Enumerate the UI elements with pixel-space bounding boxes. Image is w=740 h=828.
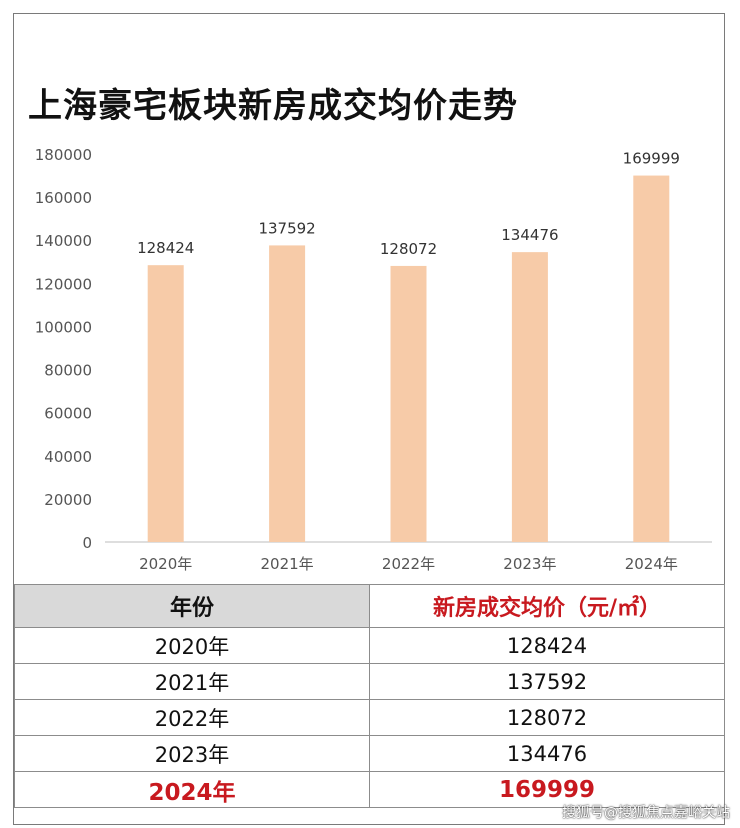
cell-price: 169999 — [369, 771, 725, 808]
cell-price: 128424 — [369, 627, 725, 664]
data-label: 128424 — [137, 239, 194, 257]
bar-chart: 0 20000 40000 60000 80000 100000 120000 140000 1… — [35, 146, 712, 573]
x-tick-label: 2023年 — [503, 555, 556, 573]
y-tick-label: 180000 — [35, 146, 92, 164]
cell-year: 2023年 — [14, 735, 370, 772]
table-row: 2023年 134476 — [14, 735, 725, 772]
x-tick-label: 2024年 — [625, 555, 678, 573]
data-table: 年份 新房成交均价（元/㎡） 2020年 128424 2021年 137592… — [14, 584, 725, 808]
data-label: 128072 — [380, 240, 437, 258]
cell-year: 2020年 — [14, 627, 370, 664]
table-row: 2021年 137592 — [14, 663, 725, 700]
bar — [147, 265, 184, 542]
y-tick-label: 100000 — [35, 318, 92, 336]
header-price: 新房成交均价（元/㎡） — [369, 584, 725, 628]
table-header-row: 年份 新房成交均价（元/㎡） — [14, 584, 725, 628]
y-tick-label: 120000 — [35, 275, 92, 293]
table-row-highlight: 2024年 169999 — [14, 771, 725, 808]
header-year: 年份 — [14, 584, 370, 628]
y-tick-label: 40000 — [44, 448, 92, 466]
x-tick-label: 2021年 — [261, 555, 314, 573]
data-label: 137592 — [258, 219, 315, 237]
bar — [269, 245, 306, 543]
y-tick-label: 0 — [82, 534, 92, 552]
cell-year: 2022年 — [14, 699, 370, 736]
cell-price: 128072 — [369, 699, 725, 736]
x-tick-label: 2022年 — [382, 555, 435, 573]
y-tick-label: 20000 — [44, 491, 92, 509]
cell-year: 2021年 — [14, 663, 370, 700]
chart-title: 上海豪宅板块新房成交均价走势 — [28, 86, 518, 126]
y-tick-label: 80000 — [44, 362, 92, 380]
bar — [511, 252, 548, 542]
table-row: 2022年 128072 — [14, 699, 725, 736]
bar — [633, 175, 670, 542]
bar — [390, 265, 427, 542]
cell-price: 137592 — [369, 663, 725, 700]
table-row: 2020年 128424 — [14, 627, 725, 664]
data-label: 134476 — [501, 226, 558, 244]
cell-year: 2024年 — [14, 771, 370, 808]
x-tick-label: 2020年 — [139, 555, 192, 573]
data-label: 169999 — [623, 150, 680, 168]
cell-price: 134476 — [369, 735, 725, 772]
y-tick-label: 160000 — [35, 189, 92, 207]
y-tick-label: 60000 — [44, 405, 92, 423]
watermark: 搜狐号@搜狐焦点嘉峪关站 — [562, 805, 730, 821]
y-tick-label: 140000 — [35, 232, 92, 250]
